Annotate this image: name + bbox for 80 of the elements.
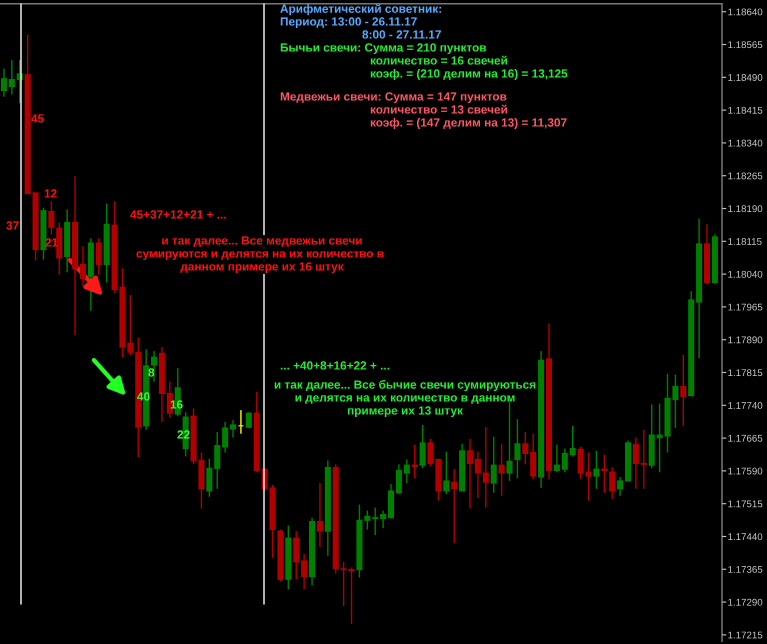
annotation: данном примере их 16 штук (180, 262, 344, 274)
y-tick-label: 1.17515 (728, 500, 762, 508)
candlestick (656, 402, 663, 473)
annotation: Бычьи свечи: Сумма = 210 пунктов (280, 43, 486, 54)
annotation: примере их 13 штук (348, 406, 463, 418)
annotation: 22 (177, 430, 190, 439)
y-tick-label: 1.18115 (728, 238, 762, 245)
candlestick (404, 458, 410, 484)
y-tick-label: 1.18565 (728, 41, 762, 48)
annotation: коэф. = (147 делим на 13) = 11,307 (370, 118, 567, 130)
candlestick (609, 466, 616, 500)
annotation: Период: 13:00 - 26.11.17 (280, 17, 417, 28)
annotation: Арифметический советник: (280, 4, 442, 16)
candlestick (340, 561, 347, 607)
candlestick (672, 374, 678, 429)
candlestick (640, 429, 647, 490)
annotation: 12 (44, 189, 57, 198)
candlestick (554, 444, 560, 473)
candlestick (467, 438, 474, 510)
candlestick (246, 412, 252, 429)
annotation: количество = 16 свечей (370, 56, 507, 65)
annotation: ... +40+8+16+22 + ... (280, 361, 390, 370)
y-tick-label: 1.18040 (728, 270, 762, 278)
candlestick (412, 444, 418, 480)
annotation: и делятся на их количество в данном (295, 395, 515, 404)
candlestick (420, 424, 426, 469)
annotation: 45 (31, 114, 44, 123)
candlestick (578, 446, 584, 480)
y-tick-label: 1.17890 (728, 336, 762, 344)
candlestick (348, 566, 355, 625)
annotation: 8:00 - 27.11.17 (362, 30, 441, 39)
candlestick (632, 436, 639, 490)
candlestick (293, 530, 300, 580)
annotation: количество = 13 свечей (370, 104, 507, 114)
candlestick (514, 418, 520, 480)
candlestick (498, 443, 505, 497)
annotation: 45+37+12+21 + ... (130, 210, 226, 219)
candlestick (222, 421, 228, 454)
y-tick-label: 1.17965 (728, 304, 762, 311)
candlestick (601, 454, 608, 494)
y-tick-label: 1.17815 (728, 369, 762, 376)
candlestick (617, 476, 624, 497)
y-tick-label: 1.17215 (728, 632, 762, 638)
annotation: и так далее... Все бычие свечи сумируються (274, 380, 536, 392)
candlestick (238, 409, 244, 434)
candlestick (80, 245, 86, 288)
candlestick (428, 438, 434, 468)
candlestick (474, 450, 481, 499)
candlestick (593, 450, 600, 490)
y-tick-label: 1.17740 (728, 402, 762, 409)
y-tick-label: 1.18190 (728, 205, 762, 212)
candlestick (380, 510, 386, 529)
annotation: 37 (6, 221, 19, 230)
candlestick (451, 468, 458, 544)
y-tick-label: 1.18415 (728, 106, 762, 114)
candlestick (482, 426, 489, 508)
y-tick-label: 1.17365 (728, 566, 762, 573)
candlestick (316, 482, 323, 548)
candlestick (680, 354, 686, 427)
y-tick-label: 1.18640 (728, 8, 762, 16)
candlestick (490, 436, 497, 494)
y-tick-label: 1.17665 (728, 434, 762, 442)
candlestick (301, 553, 308, 590)
annotation: сумируются и делятся на их количество в (136, 251, 384, 260)
candlestick (443, 450, 450, 495)
y-tick-label: 1.17290 (728, 598, 762, 606)
candlestick (0, 68, 7, 98)
annotation: 8 (148, 368, 154, 377)
y-tick-label: 1.18340 (728, 140, 762, 147)
candlestick (96, 238, 102, 276)
y-tick-label: 1.18265 (728, 172, 762, 180)
annotation: и так далее... Все медвежьи свечи (162, 236, 362, 247)
candlestick (396, 464, 402, 495)
y-tick-label: 1.17590 (728, 468, 762, 474)
candlestick (230, 419, 236, 438)
annotation: коэф. = (210 делим на 16) = 13,125 (370, 69, 568, 80)
annotation: Медвежьи свечи: Сумма = 147 пунктов (280, 92, 506, 104)
y-tick-label: 1.18490 (728, 74, 762, 81)
candlestick (585, 452, 592, 502)
y-tick-label: 1.17440 (728, 533, 762, 540)
